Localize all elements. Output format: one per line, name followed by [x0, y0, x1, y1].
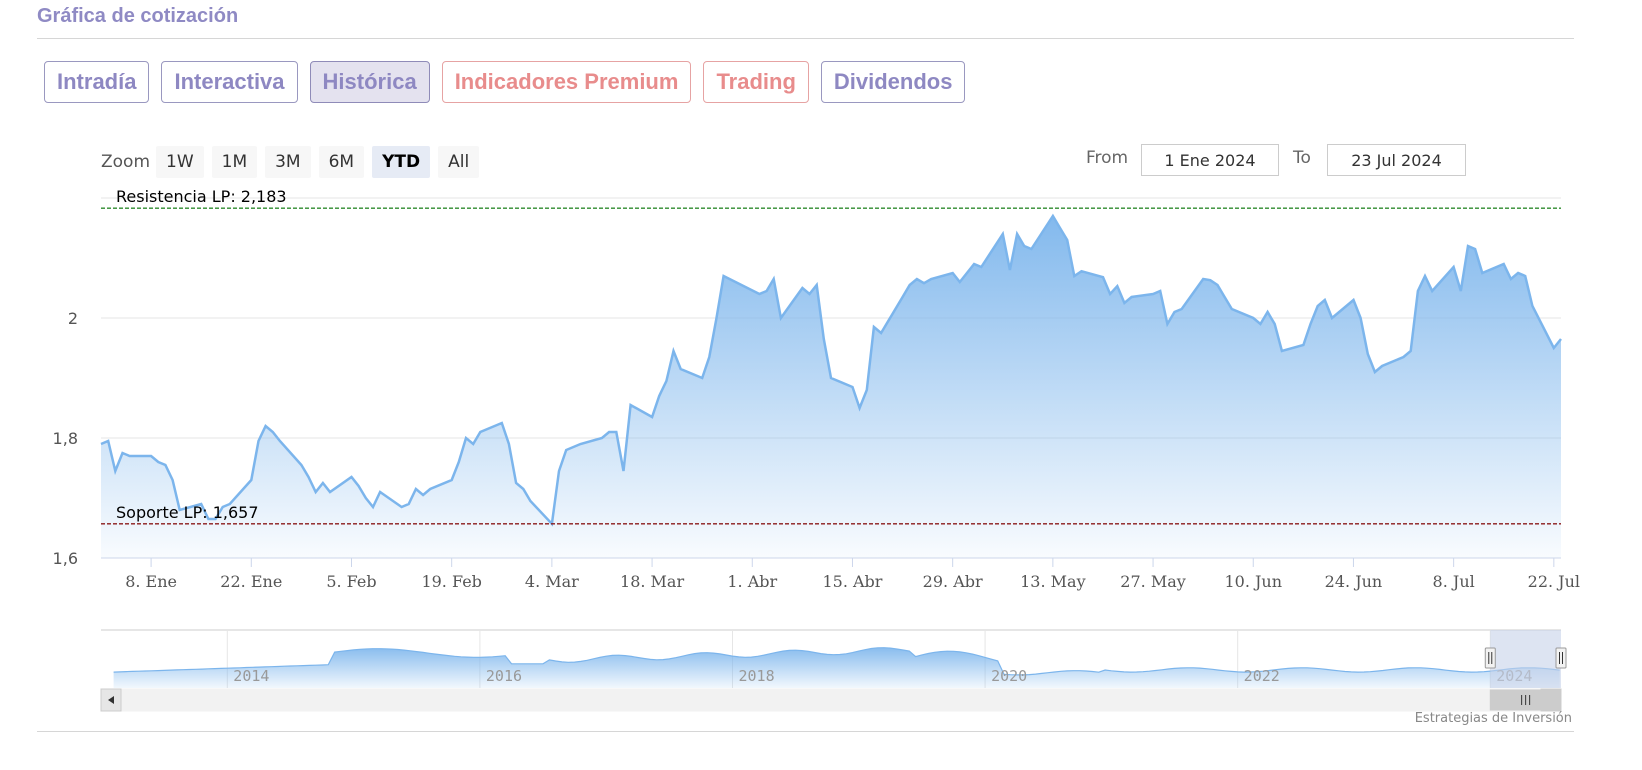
support-label: Soporte LP: 1,657	[116, 503, 259, 522]
series-line[interactable]	[100, 213, 1562, 527]
page-title: Gráfica de cotización	[37, 5, 239, 27]
tab-interactiva[interactable]: Interactiva	[161, 61, 298, 103]
x-tick-label: 19. Feb	[421, 572, 481, 591]
zoom-button-6m[interactable]: 6M	[318, 146, 365, 178]
scrollbar-left-arrow[interactable]	[100, 688, 122, 712]
navigator-year-label: 2016	[486, 667, 522, 685]
navigator-line	[113, 647, 1560, 676]
y-tick-label: 1,8	[53, 429, 78, 448]
x-tick-label: 24. Jun	[1325, 572, 1383, 591]
scrollbar-thumb[interactable]	[1489, 689, 1562, 711]
x-tick-label: 4. Mar	[525, 572, 579, 591]
zoom-label: Zoom	[101, 152, 151, 172]
navigator-selection[interactable]	[1490, 630, 1561, 688]
zoom-buttons: 1W 1M 3M 6M YTD All	[156, 146, 480, 178]
tab-intrad-a[interactable]: Intradía	[44, 61, 150, 103]
navigator-area	[113, 647, 1560, 688]
x-tick-label: 15. Abr	[822, 572, 882, 591]
y-tick-label: 2	[68, 309, 78, 328]
navigator-left-handle[interactable]	[1484, 647, 1496, 669]
navigator-year-label: 2022	[1244, 667, 1280, 685]
zoom-button-1w[interactable]: 1W	[156, 146, 204, 178]
x-tick-label: 22. Jul	[1528, 572, 1580, 591]
x-tick-label: 29. Abr	[923, 572, 983, 591]
y-tick-label: 1,6	[53, 549, 78, 568]
navigator-year-label: 2018	[738, 667, 774, 685]
series-area	[101, 216, 1561, 558]
x-tick-label: 1. Abr	[727, 572, 777, 591]
from-label: From	[1086, 148, 1129, 168]
zoom-button-all[interactable]: All	[438, 146, 480, 178]
to-date-input[interactable]	[1327, 144, 1466, 176]
navigator-right-handle[interactable]	[1555, 647, 1567, 669]
x-tick-label: 10. Jun	[1224, 572, 1282, 591]
x-tick-label: 5. Feb	[326, 572, 376, 591]
resistance-label: Resistencia LP: 2,183	[116, 187, 287, 206]
chart-tabs: Intradía Interactiva Histórica Indicadores …	[44, 61, 966, 105]
tab-dividendos[interactable]: Dividendos	[820, 61, 966, 103]
x-tick-label: 13. May	[1020, 572, 1086, 591]
zoom-button-3m[interactable]: 3M	[265, 146, 311, 178]
zoom-button-ytd[interactable]: YTD	[372, 146, 431, 178]
from-date-input[interactable]	[1141, 144, 1279, 176]
navigator-year-label: 2020	[991, 667, 1027, 685]
x-tick-label: 27. May	[1120, 572, 1186, 591]
x-tick-label: 8. Ene	[125, 572, 177, 591]
x-tick-label: 22. Ene	[220, 572, 282, 591]
x-tick-label: 18. Mar	[620, 572, 684, 591]
title-divider	[37, 38, 1574, 39]
credit-label: Estrategias de Inversión	[1414, 711, 1572, 726]
x-tick-label: 8. Jul	[1433, 572, 1475, 591]
zoom-button-1m[interactable]: 1M	[211, 146, 258, 178]
tab-trading[interactable]: Trading	[703, 61, 809, 103]
scrollbar-track[interactable]	[100, 688, 1562, 712]
bottom-divider	[37, 731, 1574, 732]
navigator-year-label: 2014	[233, 667, 269, 685]
to-label: To	[1293, 148, 1311, 168]
tab-hist-rica[interactable]: Histórica	[309, 61, 430, 103]
tab-indicadores-premium[interactable]: Indicadores Premium	[441, 61, 692, 103]
